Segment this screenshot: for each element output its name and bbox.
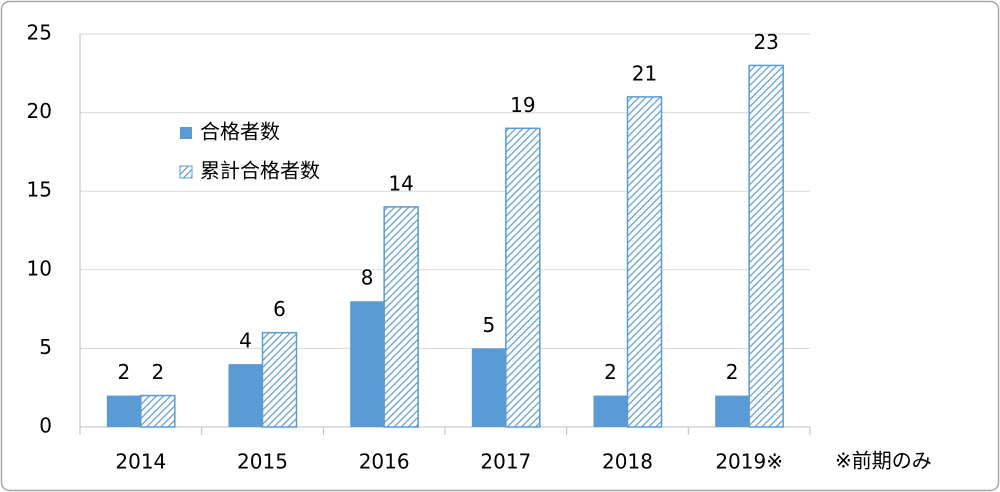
y-tick-label: 15 xyxy=(27,178,52,202)
legend-marker xyxy=(179,165,193,179)
bar xyxy=(140,394,176,428)
y-tick-label: 5 xyxy=(39,335,52,359)
legend-label: 合格者数 xyxy=(200,120,280,144)
data-label: 2 xyxy=(604,360,617,384)
y-tick-label: 20 xyxy=(27,99,52,123)
data-label: 2 xyxy=(726,360,739,384)
data-label: 6 xyxy=(273,297,286,321)
data-label: 2 xyxy=(151,360,164,384)
bar xyxy=(106,395,141,427)
bar xyxy=(505,127,541,428)
legend-marker xyxy=(180,127,192,139)
bar xyxy=(626,96,663,428)
x-tick-label: 2015 xyxy=(237,450,288,474)
y-tick-label: 0 xyxy=(39,414,52,438)
data-label: 2 xyxy=(117,360,130,384)
bar xyxy=(593,395,628,427)
data-label: 21 xyxy=(632,61,657,85)
bar xyxy=(261,331,298,428)
y-tick-label: 10 xyxy=(27,256,52,280)
data-label: 4 xyxy=(239,329,252,353)
x-tick-label: 2017 xyxy=(480,450,531,474)
y-tick-label: 25 xyxy=(27,21,52,45)
data-label: 5 xyxy=(482,313,495,337)
data-label: 14 xyxy=(388,171,413,195)
x-tick-label: 2014 xyxy=(115,450,166,474)
x-tick-label: 2019※ xyxy=(715,450,783,474)
bar xyxy=(383,206,419,428)
bar xyxy=(350,301,385,427)
data-label: 8 xyxy=(361,266,374,290)
data-label: 23 xyxy=(753,30,778,54)
bar xyxy=(748,64,784,428)
annotation: ※前期のみ xyxy=(835,449,932,473)
bar xyxy=(471,348,506,427)
data-label: 19 xyxy=(510,93,535,117)
x-tick-label: 2018 xyxy=(602,450,653,474)
x-tick-label: 2016 xyxy=(359,450,410,474)
bar xyxy=(715,395,750,427)
legend-label: 累計合格者数 xyxy=(200,159,320,183)
bar xyxy=(228,364,263,427)
